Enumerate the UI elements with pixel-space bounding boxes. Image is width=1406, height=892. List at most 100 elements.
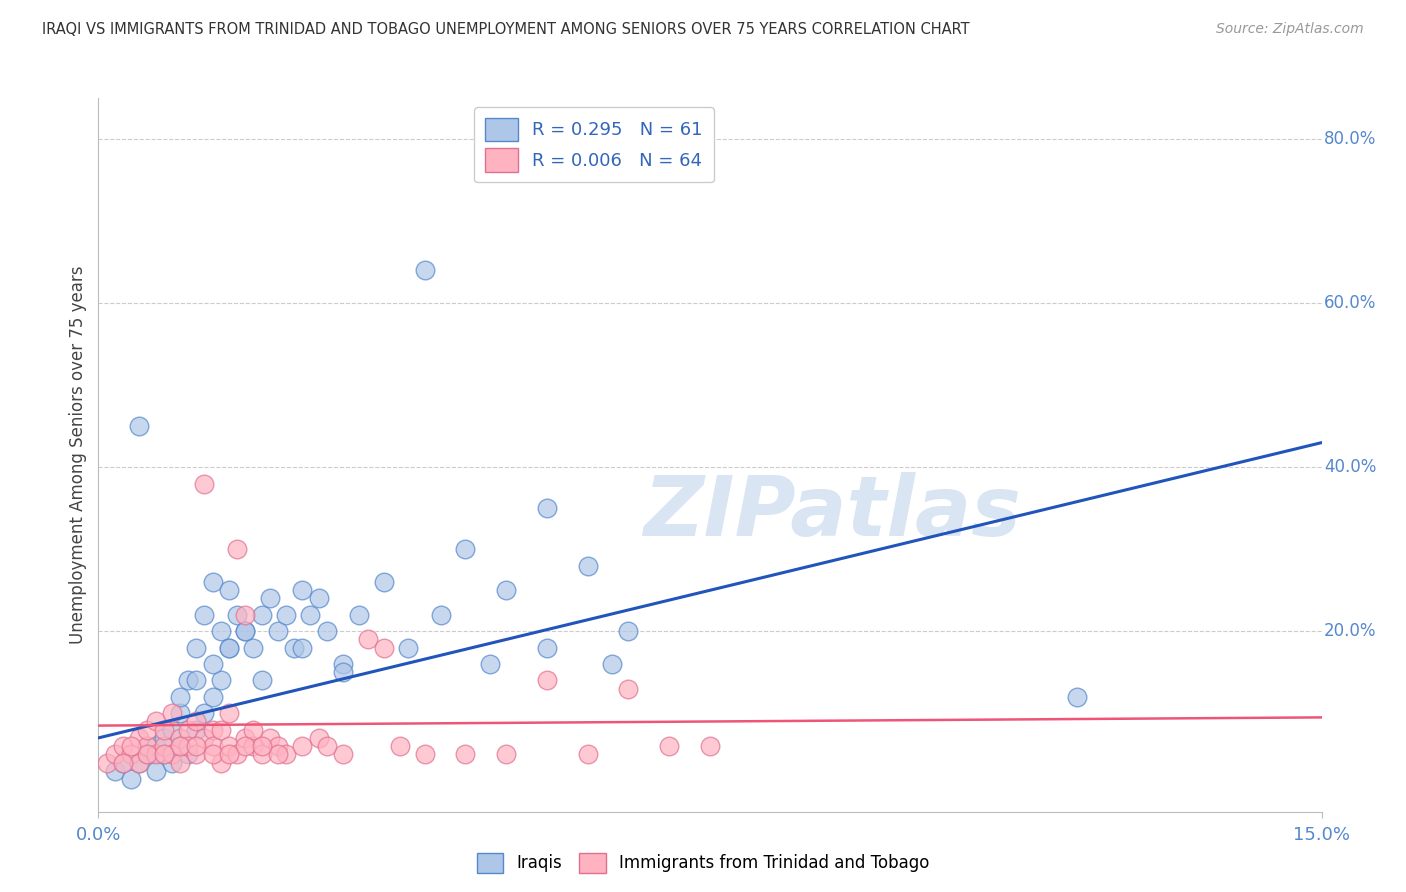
Point (349, 607, 371, 622)
Point (201, 723, 224, 737)
Point (128, 731, 150, 745)
Text: ZIPatlas: ZIPatlas (644, 472, 1021, 552)
Point (169, 690, 191, 704)
Point (120, 772, 142, 786)
Point (218, 739, 240, 753)
Point (413, 747, 436, 762)
Point (291, 583, 314, 598)
Point (233, 624, 256, 639)
Point (315, 624, 337, 639)
Point (111, 739, 134, 753)
Point (250, 607, 273, 622)
Text: 40.0%: 40.0% (1324, 458, 1376, 476)
Point (617, 681, 640, 696)
Point (136, 747, 159, 762)
Point (274, 607, 297, 622)
Point (186, 739, 208, 753)
Point (536, 640, 558, 655)
Point (699, 739, 721, 753)
Point (186, 673, 208, 688)
Point (169, 731, 191, 745)
Point (193, 706, 215, 721)
Point (242, 739, 264, 753)
Point (152, 747, 174, 762)
Point (177, 739, 200, 753)
Point (250, 747, 273, 762)
Point (218, 640, 240, 655)
Point (136, 723, 159, 737)
Point (169, 706, 191, 721)
Point (152, 747, 174, 762)
Point (209, 756, 232, 770)
Legend: Iraqis, Immigrants from Trinidad and Tobago: Iraqis, Immigrants from Trinidad and Tob… (470, 847, 936, 880)
Legend: R = 0.295   N = 61, R = 0.006   N = 64: R = 0.295 N = 61, R = 0.006 N = 64 (474, 107, 713, 183)
Point (128, 756, 150, 770)
Point (454, 747, 477, 762)
Point (576, 558, 599, 573)
Point (128, 756, 150, 770)
Point (373, 640, 395, 655)
Point (242, 723, 264, 737)
Point (373, 575, 395, 590)
Text: 80.0%: 80.0% (1324, 130, 1376, 148)
Point (128, 419, 150, 434)
Point (250, 673, 273, 688)
Point (120, 739, 142, 753)
Point (356, 632, 378, 647)
Point (259, 591, 281, 606)
Point (218, 583, 240, 598)
Point (169, 739, 191, 753)
Point (495, 747, 517, 762)
Point (536, 501, 558, 516)
Point (315, 739, 337, 753)
Point (283, 640, 305, 655)
Point (218, 747, 240, 762)
Point (291, 640, 314, 655)
Point (186, 640, 208, 655)
Point (218, 640, 240, 655)
Point (186, 723, 208, 737)
Point (218, 706, 240, 721)
Point (160, 706, 183, 721)
Point (267, 739, 290, 753)
Point (259, 731, 281, 745)
Point (396, 640, 419, 655)
Point (136, 747, 159, 762)
Point (274, 747, 297, 762)
Point (160, 723, 183, 737)
Point (169, 739, 191, 753)
Point (160, 756, 183, 770)
Point (111, 756, 134, 770)
Point (226, 607, 249, 622)
Point (145, 764, 167, 778)
Point (193, 476, 215, 491)
Point (201, 575, 224, 590)
Point (201, 690, 224, 704)
Text: IRAQI VS IMMIGRANTS FROM TRINIDAD AND TOBAGO UNEMPLOYMENT AMONG SENIORS OVER 75 : IRAQI VS IMMIGRANTS FROM TRINIDAD AND TO… (42, 22, 970, 37)
Point (242, 640, 264, 655)
Point (177, 673, 200, 688)
Point (111, 756, 134, 770)
Point (136, 739, 159, 753)
Point (536, 673, 558, 688)
Point (478, 657, 501, 671)
Text: 20.0%: 20.0% (1324, 623, 1376, 640)
Point (308, 591, 330, 606)
Point (96, 756, 118, 770)
Point (267, 624, 290, 639)
Point (145, 739, 167, 753)
Point (186, 747, 208, 762)
Point (430, 607, 453, 622)
Point (1066, 690, 1088, 704)
Point (193, 607, 215, 622)
Point (104, 764, 127, 778)
Point (120, 747, 142, 762)
Point (177, 747, 200, 762)
Point (233, 624, 256, 639)
Point (169, 756, 191, 770)
Point (104, 747, 127, 762)
Text: 60.0%: 60.0% (1324, 294, 1376, 312)
Point (332, 665, 354, 680)
Point (233, 739, 256, 753)
Point (454, 542, 477, 557)
